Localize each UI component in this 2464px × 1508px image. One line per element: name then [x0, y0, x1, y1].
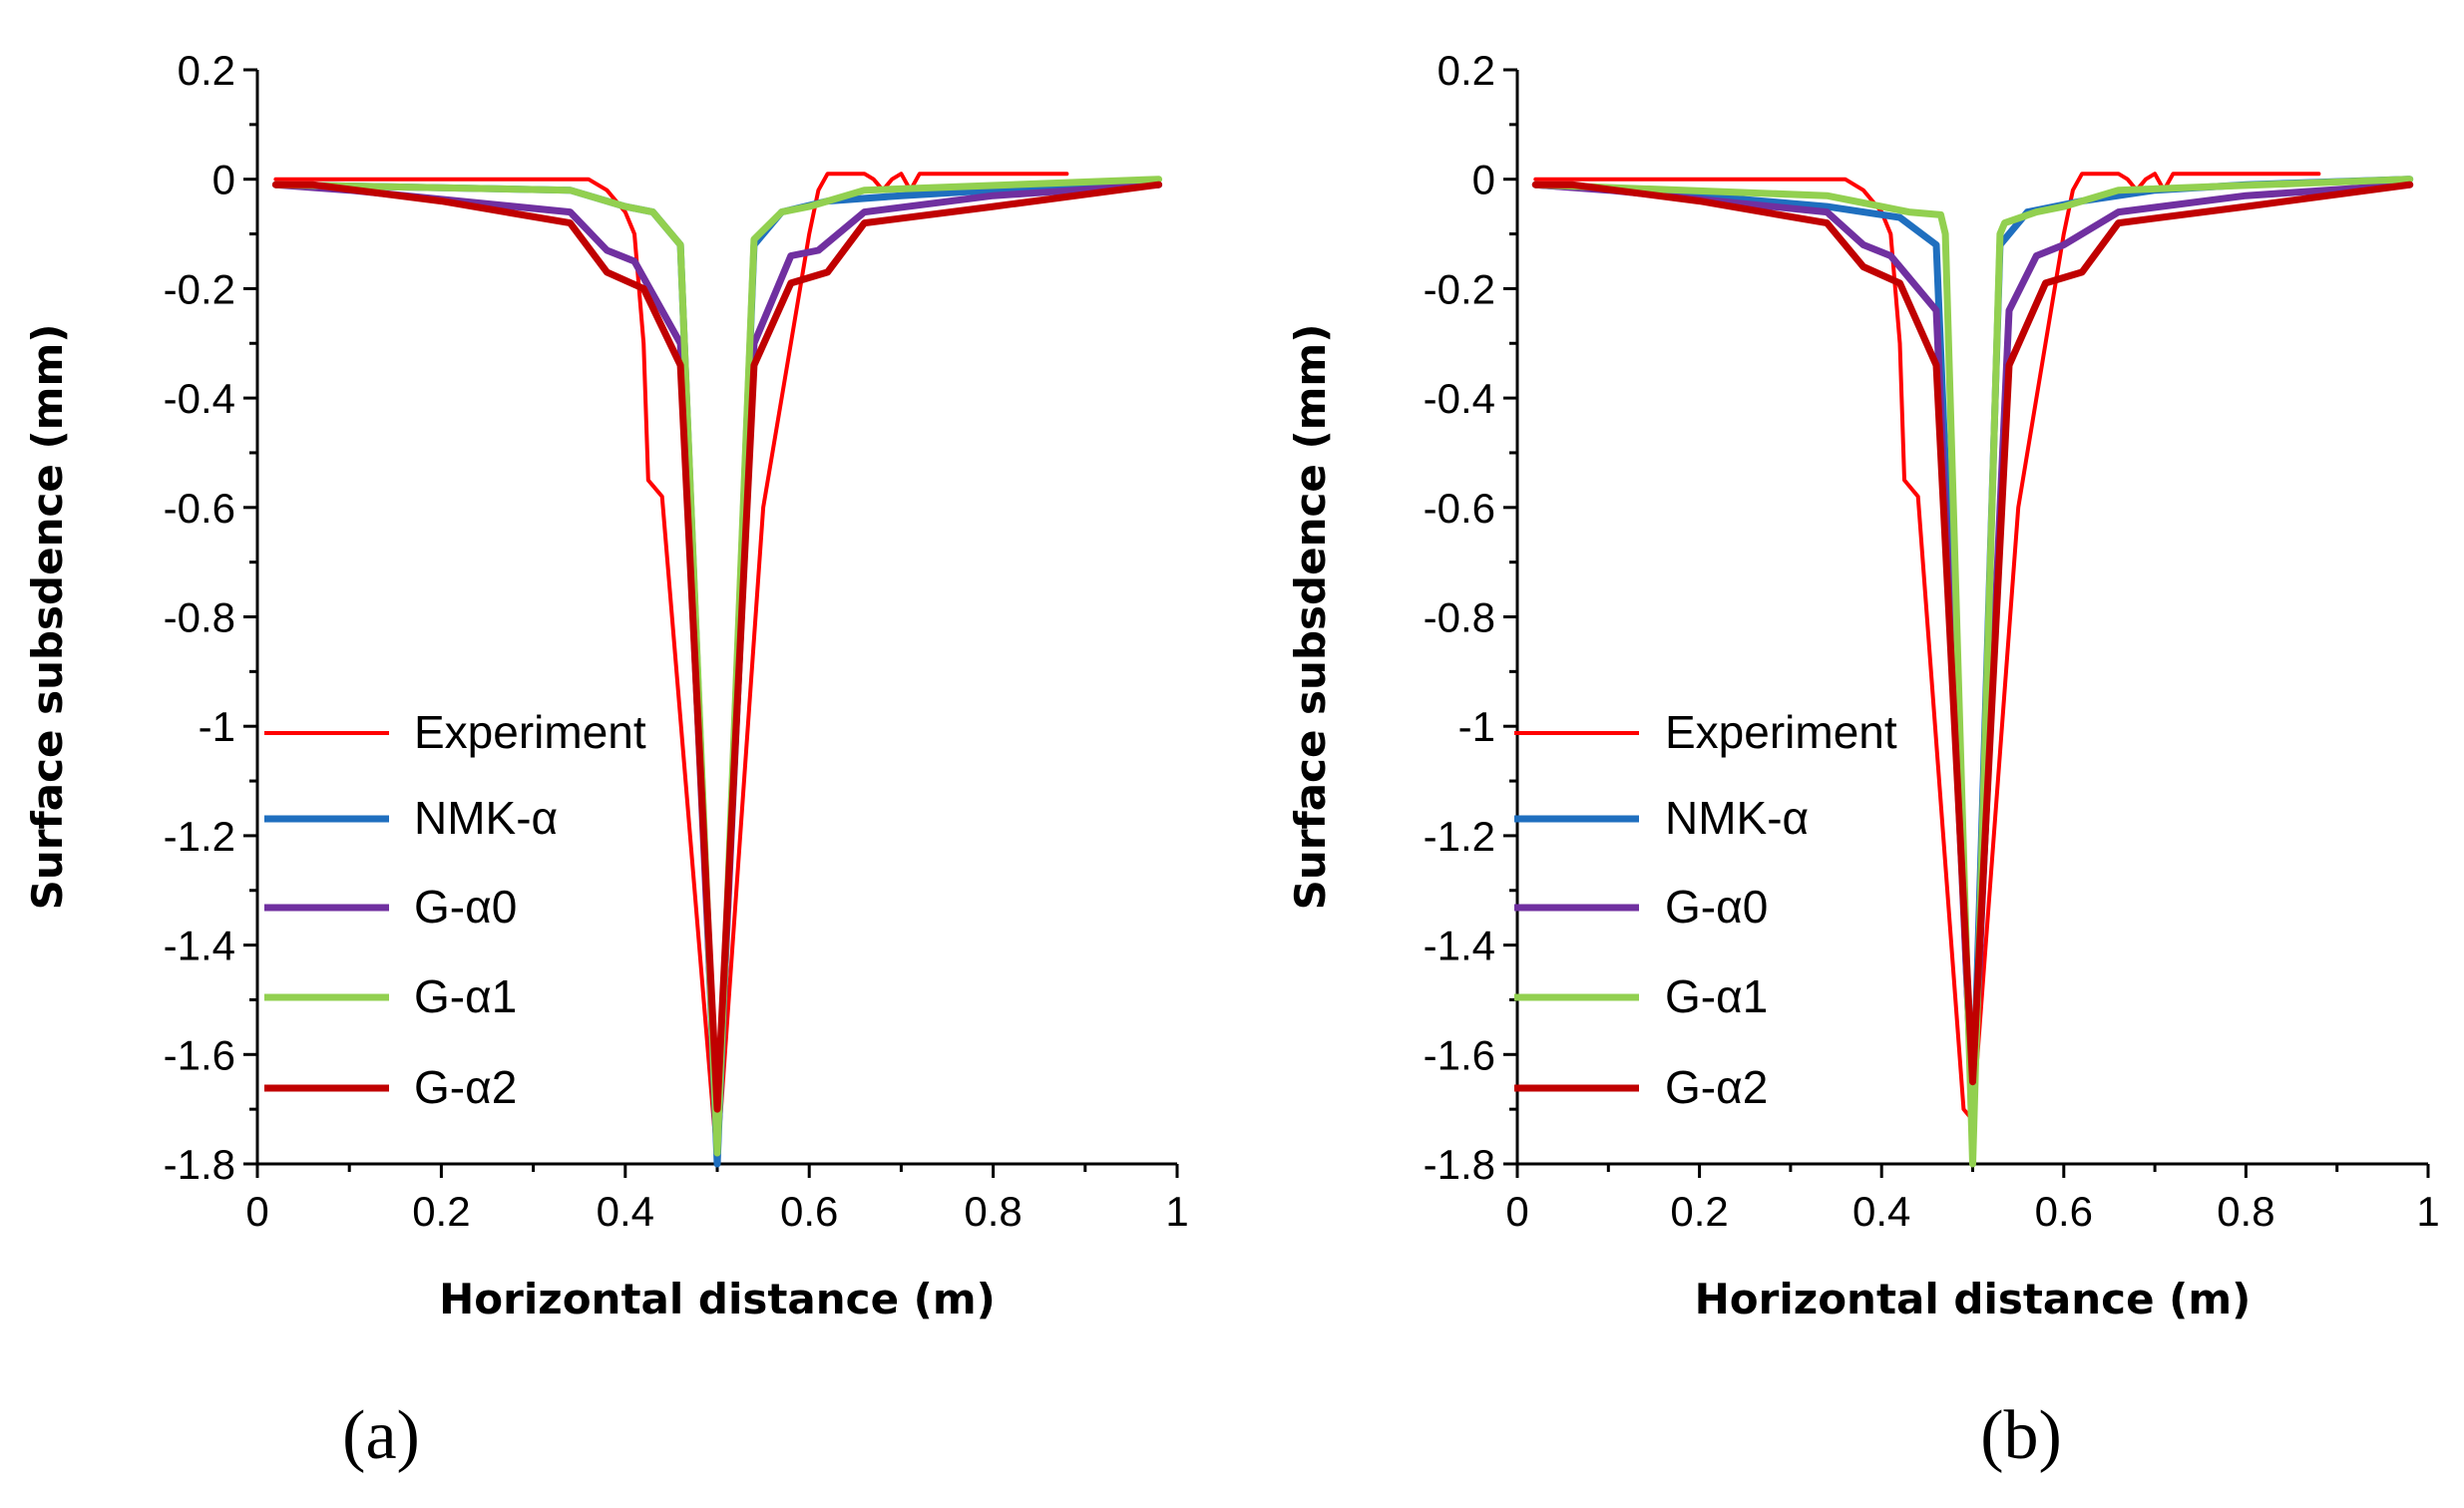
y-tick-label: -1.6	[1424, 1031, 1495, 1078]
x-tick-label: 0.8	[964, 1188, 1022, 1235]
series-line-g-2	[271, 181, 1163, 1113]
y-tick-label: -0.8	[164, 594, 235, 641]
x-tick-label: 0	[1505, 1188, 1528, 1235]
legend-label: G-α0	[414, 881, 517, 933]
x-tick-label: 1	[2416, 1188, 2439, 1235]
y-axis-title: Surface subsdence (mm)	[23, 324, 72, 911]
y-tick-label: 0.2	[178, 47, 235, 94]
y-tick-label: -1	[199, 703, 235, 750]
y-tick-label: -0.4	[1424, 375, 1495, 422]
x-axis-title: Horizontal distance (m)	[439, 1275, 996, 1323]
legend: Experiment NMK-α G-α0 G-α1 G-α2	[1514, 706, 1897, 1113]
series-line-g-2	[1531, 181, 2414, 1086]
x-tick-label: 0.4	[1852, 1188, 1910, 1235]
y-tick-label: -0.8	[1424, 594, 1495, 641]
y-tick-label: -1.8	[1424, 1141, 1495, 1188]
x-tick-label: 0.4	[597, 1188, 654, 1235]
x-tick-label: 0.8	[2217, 1188, 2274, 1235]
legend-label: NMK-α	[1665, 792, 1809, 844]
x-tick-label: 0.6	[2035, 1188, 2093, 1235]
legend: Experiment NMK-α G-α0 G-α1 G-α2	[264, 706, 646, 1113]
y-tick-label: -0.6	[1424, 485, 1495, 532]
series-line-nmk-	[271, 181, 1163, 1168]
panel-label: (b)	[1980, 1397, 2062, 1474]
y-tick-label: -1.2	[1424, 813, 1495, 860]
y-axis-title: Surface subsdence (mm)	[1286, 324, 1335, 911]
y-tick-label: -0.4	[164, 375, 235, 422]
series-line-g-1	[1531, 176, 2414, 1168]
y-tick-label: -0.2	[164, 265, 235, 312]
legend-label: G-α0	[1665, 881, 1768, 933]
legend-label: Experiment	[1665, 706, 1897, 758]
x-tick-label: 0.6	[780, 1188, 838, 1235]
y-tick-label: -1.2	[164, 813, 235, 860]
y-tick-label: -0.6	[164, 485, 235, 532]
series-line-g-1	[271, 176, 1163, 1157]
legend-label: G-α1	[414, 970, 517, 1022]
x-tick-label: 0.2	[1670, 1188, 1728, 1235]
y-tick-label: -1.6	[164, 1031, 235, 1078]
panel-label: (a)	[342, 1397, 420, 1474]
y-tick-label: -1.4	[1424, 923, 1495, 969]
legend-label: Experiment	[414, 706, 646, 758]
x-tick-label: 1	[1165, 1188, 1188, 1235]
series-line-g-0	[271, 181, 1163, 1141]
series-line-experiment	[1533, 172, 2321, 1123]
x-tick-label: 0.2	[412, 1188, 470, 1235]
chart-panel-a: 0.20-0.2-0.4-0.6-0.8-1-1.2-1.4-1.6-1.80 0…	[23, 47, 1189, 1474]
x-tick-label: 0	[245, 1188, 268, 1235]
y-tick-label: -1.4	[164, 923, 235, 969]
y-tick-label: -0.2	[1424, 265, 1495, 312]
y-tick-label: -1.8	[164, 1141, 235, 1188]
legend-label: NMK-α	[414, 792, 558, 844]
y-tick-label: -1	[1458, 703, 1495, 750]
legend-label: G-α2	[1665, 1061, 1768, 1113]
legend-label: G-α2	[414, 1061, 517, 1113]
chart-panel-b: 0.20-0.2-0.4-0.6-0.8-1-1.2-1.4-1.6-1.80 0…	[1286, 47, 2440, 1474]
y-tick-label: 0.2	[1437, 47, 1495, 94]
legend-label: G-α1	[1665, 970, 1768, 1022]
y-tick-label: 0	[212, 157, 235, 203]
x-axis-title: Horizontal distance (m)	[1695, 1275, 2252, 1323]
y-tick-label: 0	[1472, 157, 1495, 203]
